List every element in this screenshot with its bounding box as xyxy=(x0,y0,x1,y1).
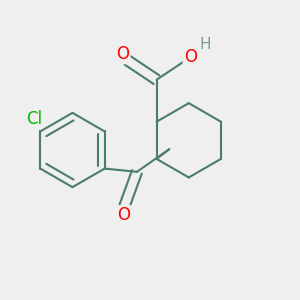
Text: O: O xyxy=(118,206,130,224)
Text: O: O xyxy=(184,48,197,66)
Text: O: O xyxy=(116,45,129,63)
Text: Cl: Cl xyxy=(26,110,42,128)
Text: H: H xyxy=(200,37,212,52)
